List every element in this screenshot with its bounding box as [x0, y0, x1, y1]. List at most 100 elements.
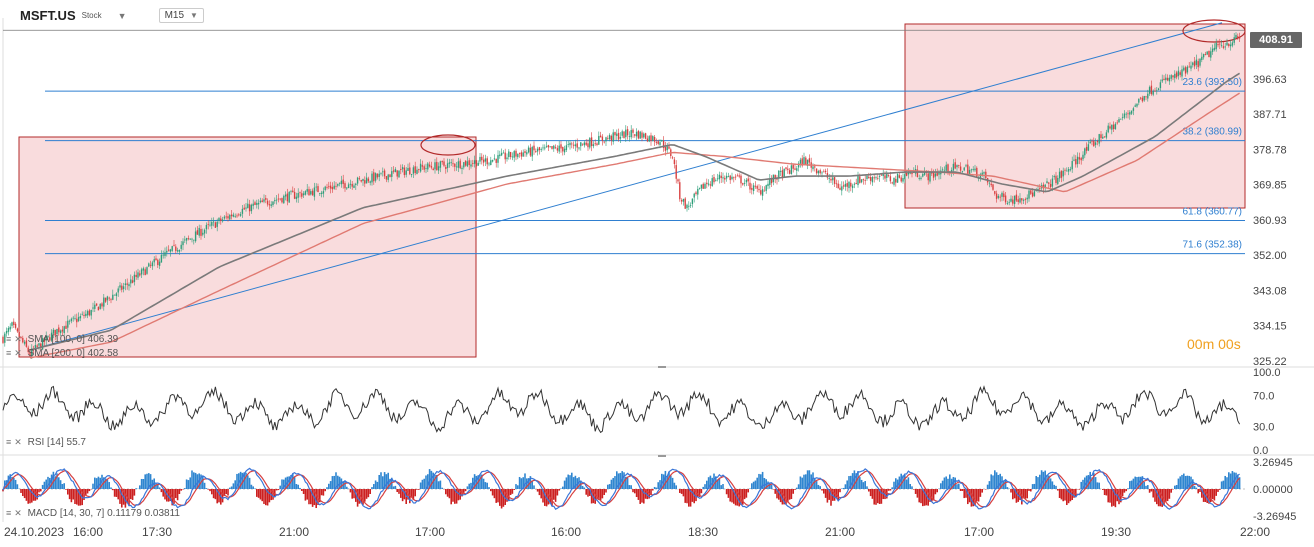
candle-body — [702, 183, 704, 189]
candle-body — [49, 337, 51, 341]
settings-icon[interactable]: ≡ — [6, 437, 12, 447]
macd-histogram-bar — [353, 489, 355, 499]
macd-histogram-bar — [941, 480, 944, 489]
candle-body — [175, 246, 177, 251]
candle-body — [868, 176, 870, 179]
candle-body — [536, 148, 539, 152]
candle-body — [401, 167, 404, 170]
macd-histogram-bar — [747, 489, 749, 493]
candle-body — [567, 144, 569, 145]
macd-histogram-bar — [1049, 478, 1052, 489]
close-icon[interactable]: ✕ — [14, 348, 22, 358]
pane-resize-handle[interactable] — [658, 455, 666, 457]
macd-histogram-bar — [1035, 476, 1037, 489]
symbol-name[interactable]: MSFT.US — [20, 8, 76, 23]
candle-body — [769, 179, 771, 185]
macd-histogram-bar — [76, 489, 78, 505]
macd-histogram-bar — [11, 476, 13, 489]
candle-body — [200, 228, 202, 236]
candle-body — [686, 204, 688, 209]
candle-body — [421, 165, 424, 167]
macd-histogram-bar — [1238, 477, 1241, 489]
candle-body — [302, 193, 305, 196]
symbol-dropdown-icon[interactable]: ▼ — [117, 10, 127, 21]
candle-body — [155, 258, 157, 261]
candle-body — [626, 129, 629, 136]
macd-histogram-bar — [697, 489, 699, 498]
macd-histogram-bar — [1195, 487, 1198, 489]
close-icon[interactable]: ✕ — [14, 508, 22, 518]
macd-histogram-bar — [853, 470, 856, 489]
candle-body — [1053, 176, 1055, 178]
candle-body — [1021, 198, 1023, 201]
timeframe-select[interactable]: M15 ▼ — [158, 8, 204, 23]
macd-histogram-bar — [945, 476, 947, 489]
macd-histogram-bar — [1064, 489, 1066, 501]
candle-body — [839, 187, 841, 190]
candle-body — [760, 190, 762, 195]
sma2-legend[interactable]: ≡ ✕ SMA [200, 0] 402.58 — [6, 348, 118, 359]
candle-body — [205, 224, 208, 230]
macd-histogram-bar — [932, 489, 935, 501]
candle-body — [1190, 65, 1192, 69]
candle-body — [527, 147, 530, 153]
macd-histogram-bar — [164, 489, 166, 500]
macd-histogram-bar — [691, 489, 694, 502]
candle-body — [846, 183, 848, 187]
settings-icon[interactable]: ≡ — [6, 508, 12, 518]
macd-histogram-bar — [986, 484, 989, 489]
macd-histogram-bar — [158, 487, 161, 489]
candle-body — [439, 161, 442, 168]
candle-body — [1188, 66, 1190, 68]
macd-histogram-bar — [706, 480, 708, 489]
macd-histogram-bar — [500, 489, 503, 509]
macd-histogram-bar — [769, 483, 771, 489]
sma1-legend[interactable]: ≡ ✕ SMA [100, 0] 406.39 — [6, 334, 118, 345]
candle-body — [556, 148, 559, 151]
candle-body — [7, 328, 10, 332]
macd-histogram-bar — [596, 489, 598, 500]
candle-body — [484, 158, 487, 162]
macd-histogram-bar — [527, 478, 530, 489]
macd-histogram-bar — [275, 489, 278, 491]
candle-body — [1174, 73, 1176, 79]
macd-histogram-bar — [394, 485, 397, 489]
settings-icon[interactable]: ≡ — [6, 348, 12, 358]
macd-histogram-bar — [743, 489, 746, 500]
macd-histogram-bar — [320, 489, 323, 496]
macd-histogram-bar — [1062, 489, 1064, 502]
macd-legend[interactable]: ≡ ✕ MACD [14, 30, 7] 0.11179 0.03811 — [6, 508, 180, 519]
macd-histogram-bar — [374, 480, 377, 489]
candle-body — [1165, 77, 1167, 81]
close-icon[interactable]: ✕ — [14, 437, 22, 447]
macd-histogram-bar — [113, 489, 116, 497]
candle-body — [1116, 122, 1118, 124]
close-icon[interactable]: ✕ — [14, 334, 22, 344]
candle-body — [63, 326, 65, 334]
range-box-left[interactable] — [18, 136, 477, 358]
candle-body — [464, 160, 467, 166]
candle-body — [1044, 184, 1046, 188]
candle-body — [396, 170, 398, 177]
candle-body — [988, 182, 991, 184]
candle-body — [499, 154, 501, 157]
candle-body — [86, 311, 89, 316]
range-box-right[interactable] — [904, 23, 1246, 209]
rsi-legend[interactable]: ≡ ✕ RSI [14] 55.7 — [6, 437, 86, 448]
candle-body — [542, 147, 544, 149]
pane-resize-handle[interactable] — [658, 366, 666, 368]
time-axis-tick: 24.10.2023 — [4, 525, 64, 539]
candle-body — [1139, 97, 1142, 99]
macd-histogram-bar — [160, 489, 163, 493]
macd-histogram-bar — [1013, 489, 1016, 499]
settings-icon[interactable]: ≡ — [6, 334, 12, 344]
candle-body — [884, 175, 886, 179]
trend-line[interactable] — [29, 22, 1223, 351]
macd-histogram-bar — [513, 489, 515, 490]
candle-body — [486, 158, 488, 165]
candle-body — [349, 183, 352, 185]
candle-body — [360, 179, 362, 182]
highlight-ellipse[interactable] — [1182, 19, 1246, 43]
highlight-ellipse[interactable] — [420, 134, 476, 156]
